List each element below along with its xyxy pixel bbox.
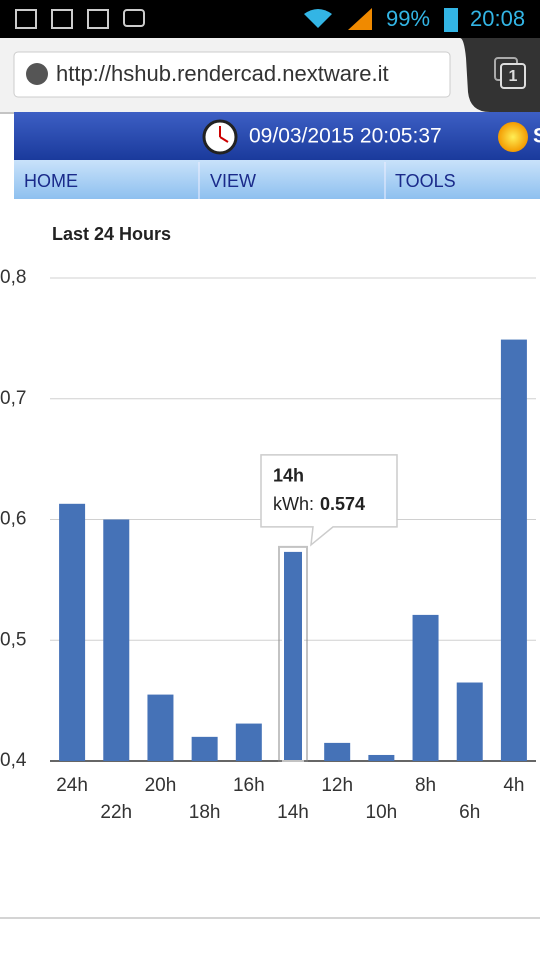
x-tick-label: 14h	[277, 802, 309, 823]
y-tick-label: 0,4	[0, 750, 27, 771]
plot: 0,4 0,5 0,6 0,7 0,8 24h 22h 20h 18h 16h 14h 12h 10h 8…	[0, 267, 536, 823]
bar	[191, 736, 218, 761]
status-bar	[0, 0, 540, 38]
y-tick-label: 0,8	[0, 267, 26, 288]
clock-hands	[219, 126, 229, 143]
tooltip-line: kWh: 0.574	[273, 494, 365, 514]
site-header	[14, 112, 540, 160]
tooltip-series: kWh:	[273, 494, 314, 514]
nav-item[interactable]: VIEW	[210, 171, 256, 191]
tooltip-value: 0.574	[320, 494, 365, 514]
x-tick-label: 24h	[56, 775, 88, 796]
signal-icon	[348, 8, 372, 30]
bar	[500, 339, 527, 761]
x-tick-label: 8h	[415, 775, 436, 796]
x-tick-label: 10h	[366, 802, 398, 823]
chart-title: Last 24 Hours	[52, 224, 171, 244]
bar-highlight	[278, 545, 308, 763]
bar	[456, 682, 483, 761]
bar	[412, 614, 439, 761]
tab-switcher[interactable]	[500, 63, 526, 89]
y-tick-label: 0,7	[0, 388, 26, 409]
bar	[103, 519, 130, 761]
battery-percent: 99%	[386, 6, 430, 31]
nav-bar	[14, 160, 540, 199]
tooltip-box	[260, 454, 398, 547]
x-tick-label: 22h	[100, 802, 132, 823]
tooltip-category: 14h	[273, 466, 304, 486]
url-field[interactable]	[13, 51, 451, 98]
x-tick-label: 18h	[189, 802, 221, 823]
bar	[368, 754, 395, 761]
x-tick-label: 4h	[503, 775, 524, 796]
y-tick-label: 0,5	[0, 629, 26, 650]
bar	[324, 742, 351, 761]
x-tick-label: 20h	[145, 775, 177, 796]
bar	[235, 723, 262, 761]
nav-item[interactable]: TOOLS	[395, 171, 456, 191]
wifi-icon	[304, 9, 332, 28]
y-tick-label: 0,6	[0, 509, 26, 530]
tab-count: 1	[509, 68, 518, 85]
x-tick-label: 16h	[233, 775, 265, 796]
header-trailing: S	[533, 125, 540, 148]
bar	[147, 694, 174, 761]
clock: 20:08	[470, 6, 525, 31]
status-icons	[15, 9, 145, 29]
url-text[interactable]: http://hshub.rendercad.nextware.it	[56, 61, 389, 86]
battery-icon	[444, 8, 458, 32]
globe-icon	[26, 63, 48, 85]
weather-icon	[498, 122, 528, 152]
nav-item[interactable]: HOME	[24, 171, 78, 191]
x-tick-label: 6h	[459, 802, 480, 823]
bar	[282, 549, 304, 763]
header-datetime: 09/03/2015 20:05:37	[249, 125, 442, 148]
tooltip: 14h kWh: 0.574	[260, 454, 398, 547]
x-tick-label: 12h	[321, 775, 353, 796]
bar	[59, 503, 86, 761]
